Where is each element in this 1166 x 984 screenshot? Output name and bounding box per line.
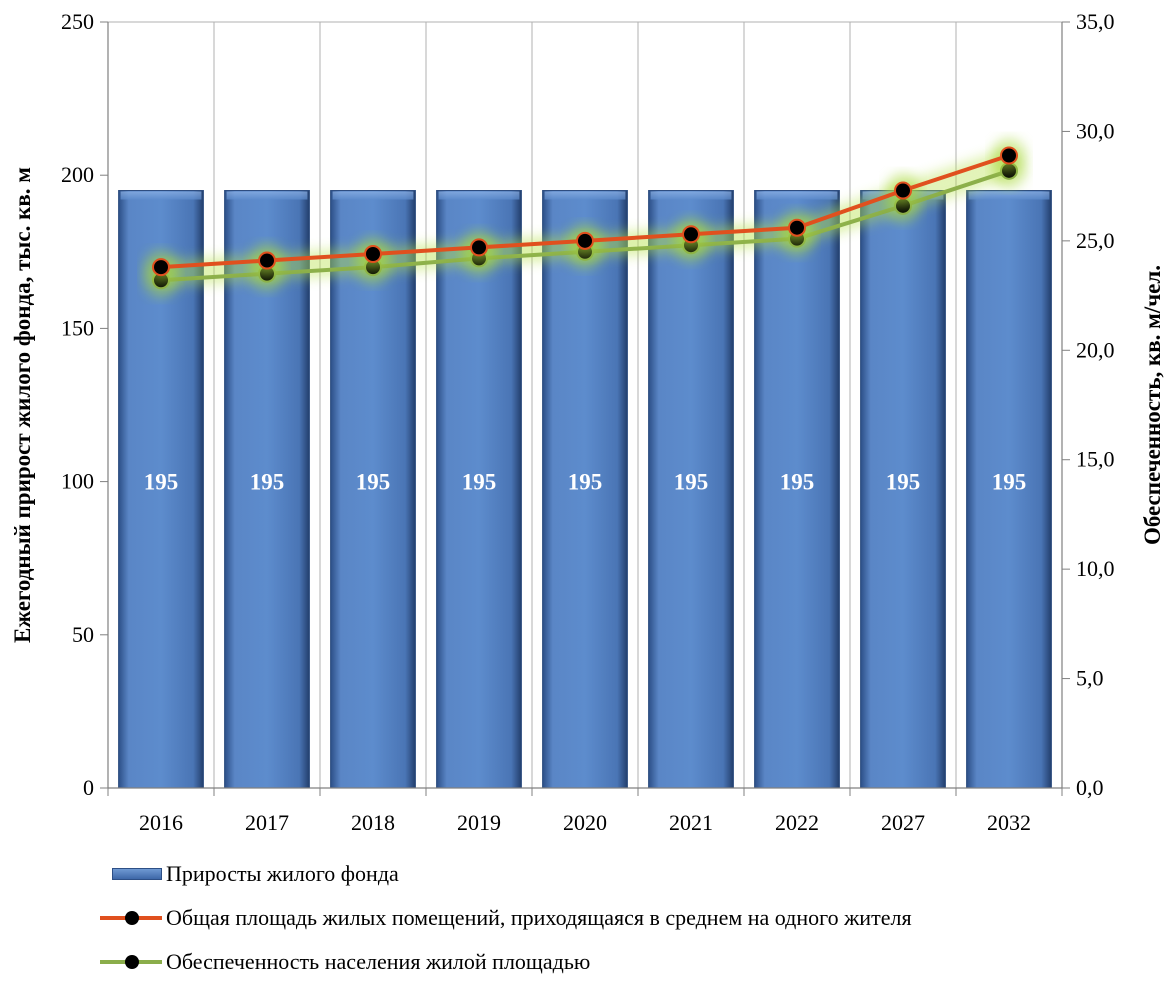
y-left-tick-label: 100 [61, 469, 94, 494]
bar-highlight [968, 191, 1050, 200]
y-left-tick-label: 50 [72, 622, 94, 647]
chart: 195 195 195 195 195 195 195 195 195 0 50 100 150 200… [10, 9, 1165, 835]
series-point [576, 231, 594, 250]
bar-highlight [650, 191, 732, 200]
legend-bar-swatch [98, 864, 164, 884]
x-tick-label: 2016 [139, 810, 183, 835]
legend-label-provision: Обеспеченность населения жилой площадью [166, 949, 591, 974]
y-right-tick-label: 35,0 [1076, 9, 1115, 34]
bar-highlight [756, 191, 838, 200]
bar-data-label: 195 [992, 470, 1027, 495]
bar-data-label: 195 [462, 470, 497, 495]
bar-data-label: 195 [568, 470, 603, 495]
y-right-tick-label: 0,0 [1076, 775, 1104, 800]
x-tick-label: 2022 [775, 810, 819, 835]
bar [542, 190, 628, 789]
legend-item-total-area: Общая площадь жилых помещений, приходяща… [98, 896, 912, 940]
y-right-tick-label: 30,0 [1076, 118, 1115, 143]
bar [860, 190, 946, 789]
bar-data-label: 195 [144, 470, 179, 495]
y-left-tick-label: 250 [61, 9, 94, 34]
bar-data-label: 195 [886, 470, 921, 495]
series-point [152, 258, 170, 277]
y-left-tick-label: 200 [61, 162, 94, 187]
y-right-tick-label: 15,0 [1076, 447, 1115, 472]
series-point [788, 218, 806, 237]
y-right-axis-title: Обеспеченность, кв. м/чел. [1140, 265, 1165, 545]
legend-item-provision: Обеспеченность населения жилой площадью [98, 940, 912, 984]
legend-green-line-swatch [98, 952, 164, 972]
x-tick-label: 2027 [881, 810, 925, 835]
series-point [470, 238, 488, 257]
bar-highlight [438, 191, 520, 200]
x-tick-label: 2017 [245, 810, 289, 835]
bar-data-label: 195 [780, 470, 815, 495]
bar-data-label: 195 [250, 470, 285, 495]
series-point [364, 244, 382, 263]
plot-grid [108, 21, 1062, 788]
bar-highlight [544, 191, 626, 200]
axes: 0 50 100 150 200 250 0,0 5,0 10,0 15,0 20,0 25,0 30,… [61, 9, 1115, 835]
legend-red-line-swatch [98, 908, 164, 928]
bar [436, 190, 522, 789]
x-tick-label: 2021 [669, 810, 713, 835]
legend-label-total-area: Общая площадь жилых помещений, приходяща… [166, 905, 912, 930]
x-tick-label: 2032 [987, 810, 1031, 835]
y-right-tick-label: 25,0 [1076, 228, 1115, 253]
bar [648, 190, 734, 789]
bar-data-label: 195 [356, 470, 391, 495]
x-tick-label: 2019 [457, 810, 501, 835]
y-right-tick-label: 20,0 [1076, 337, 1115, 362]
series-point [682, 225, 700, 244]
y-left-tick-label: 0 [83, 775, 94, 800]
legend-item-bars: Приросты жилого фонда [98, 852, 912, 896]
bar [330, 190, 416, 789]
legend: Приросты жилого фонда Общая площадь жилы… [98, 852, 912, 984]
line-series [144, 138, 1026, 298]
y-right-tick-label: 5,0 [1076, 666, 1104, 691]
series-point [894, 181, 912, 200]
bar-highlight [332, 191, 414, 200]
x-tick-label: 2018 [351, 810, 395, 835]
bar-highlight [120, 191, 202, 200]
y-left-tick-label: 150 [61, 315, 94, 340]
bar-highlight [226, 191, 308, 200]
y-left-axis-title: Ежегодный прирост жилого фонда, тыс. кв.… [10, 167, 35, 643]
y-right-tick-label: 10,0 [1076, 556, 1115, 581]
x-tick-label: 2020 [563, 810, 607, 835]
bar-data-label: 195 [674, 470, 709, 495]
bar [754, 190, 840, 789]
legend-label-bars: Приросты жилого фонда [166, 861, 399, 886]
series-point [1000, 146, 1018, 165]
series-point [258, 251, 276, 270]
